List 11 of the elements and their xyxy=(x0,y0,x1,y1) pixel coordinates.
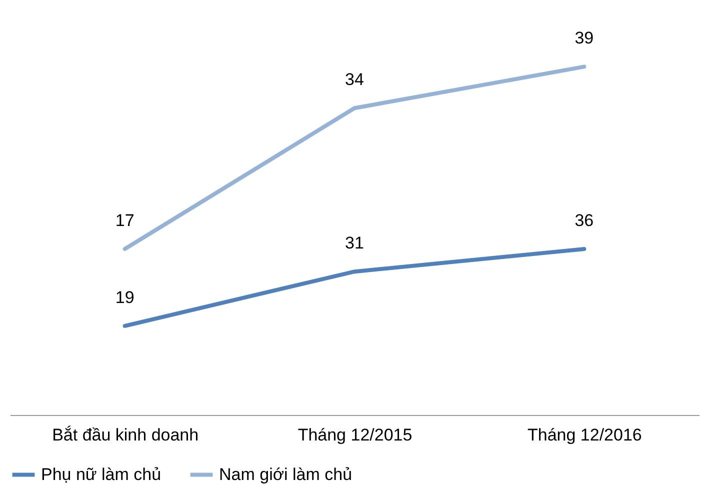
x-tick-label: Bắt đầu kinh doanh xyxy=(52,426,199,444)
data-label: 36 xyxy=(574,210,594,230)
data-label: 19 xyxy=(115,288,134,307)
legend-label: Phụ nữ làm chủ xyxy=(41,464,162,484)
data-label: 34 xyxy=(345,70,364,90)
data-label: 39 xyxy=(574,28,594,48)
data-label: 31 xyxy=(345,234,364,253)
x-tick-label: Tháng 12/2015 xyxy=(298,426,412,444)
data-label: 17 xyxy=(115,210,134,230)
x-tick-label: Tháng 12/2016 xyxy=(527,426,642,444)
legend-label: Nam giới làm chủ xyxy=(219,464,352,484)
